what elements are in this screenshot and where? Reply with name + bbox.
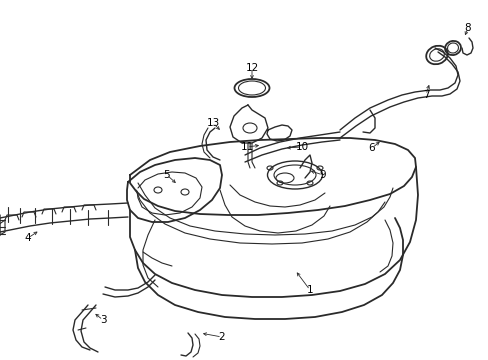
Text: 2: 2 [218,332,225,342]
Text: 10: 10 [295,142,308,152]
Text: 12: 12 [245,63,258,73]
Text: 4: 4 [24,233,31,243]
Text: 11: 11 [240,142,253,152]
Text: 13: 13 [206,118,219,128]
Text: 8: 8 [464,23,470,33]
Text: 3: 3 [100,315,106,325]
Text: 1: 1 [306,285,313,295]
Text: 9: 9 [319,170,325,180]
Text: 6: 6 [368,143,375,153]
Text: 7: 7 [422,90,428,100]
Text: 5: 5 [163,170,170,180]
